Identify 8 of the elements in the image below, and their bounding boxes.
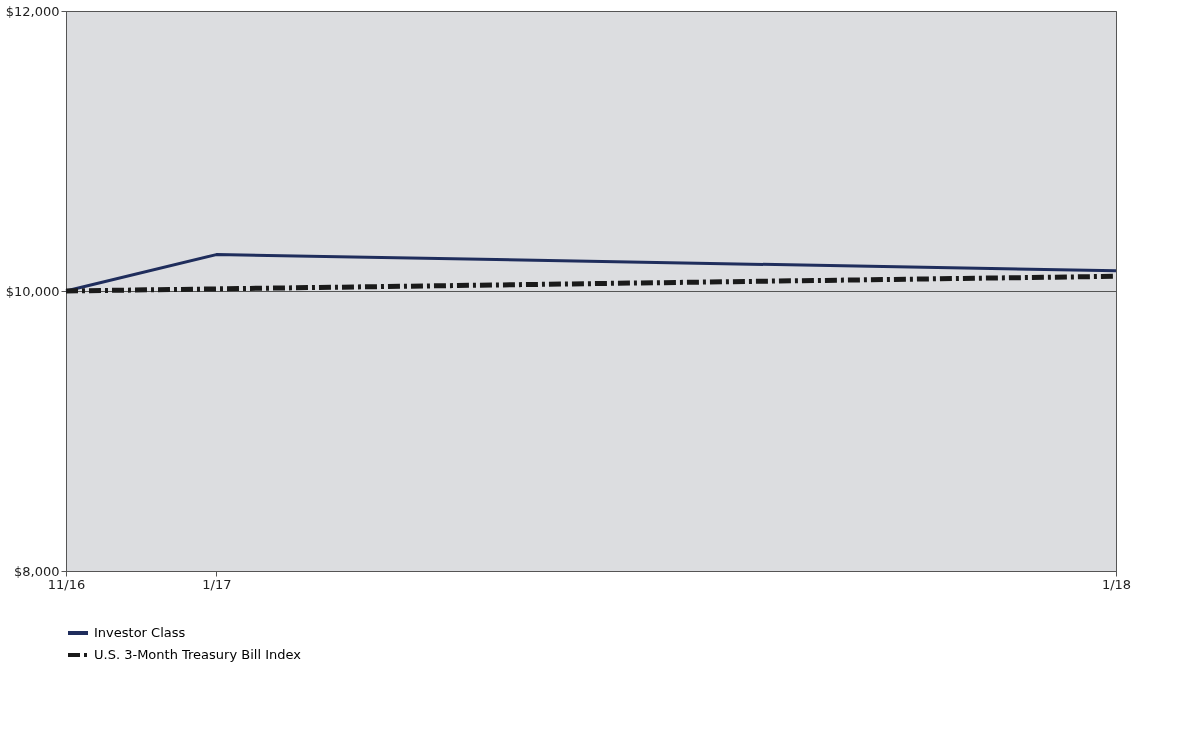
legend-label: Investor Class [94,625,186,640]
legend-label: U.S. 3-Month Treasury Bill Index [94,647,302,662]
y-tick-label: $8,000 [14,563,60,579]
y-tick-label: $12,000 [5,3,60,19]
x-tick-label: 1/17 [202,576,232,592]
x-tick-label: 1/18 [1101,576,1132,592]
x-tick-label: 11/16 [47,576,86,592]
y-tick-label: $10,000 [5,283,60,299]
